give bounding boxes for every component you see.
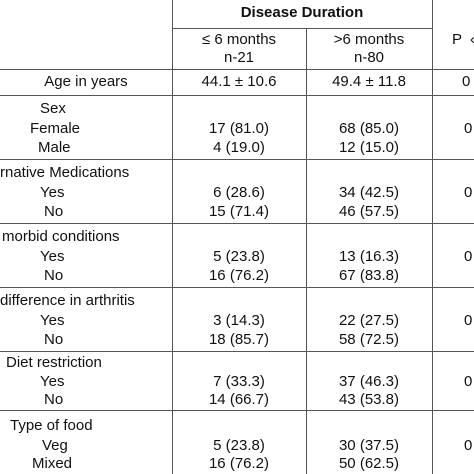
row-label-diff-yes: Yes	[40, 312, 65, 329]
row-divider	[0, 287, 474, 288]
cell-diet-no-le6: 14 (66.7)	[208, 391, 270, 408]
cell-food-p: 0	[464, 437, 473, 454]
column-divider	[306, 28, 307, 474]
row-label-male: Male	[38, 139, 71, 156]
row-label-alt-medications: rnative Medications	[0, 164, 130, 181]
cell-diet-p: 0	[464, 373, 473, 390]
cell-comorbid-no-le6: 16 (76.2)	[208, 267, 270, 284]
row-label-diet-yes: Yes	[40, 373, 65, 390]
cell-altmed-yes-le6: 6 (28.6)	[213, 184, 265, 201]
row-divider	[0, 223, 474, 224]
cell-diff-p: 0	[464, 312, 473, 329]
cell-age-le6: 44.1 ± 10.6	[201, 73, 277, 90]
cell-diff-yes-le6: 3 (14.3)	[213, 312, 265, 329]
cell-diff-no-gt6: 58 (72.5)	[338, 331, 400, 348]
row-label-sex: Sex	[40, 100, 66, 117]
row-divider	[0, 159, 474, 160]
cell-food-mixed-gt6: 50 (62.5)	[338, 455, 400, 472]
cell-comorbid-yes-gt6: 13 (16.3)	[338, 248, 400, 265]
cell-diff-no-le6: 18 (85.7)	[208, 331, 270, 348]
row-label-food-mixed: Mixed	[32, 455, 73, 472]
cell-age-p: 0	[462, 73, 471, 90]
cell-comorbid-yes-le6: 5 (23.8)	[213, 248, 265, 265]
row-divider	[0, 351, 474, 352]
row-divider	[172, 28, 432, 29]
row-label-diet-restriction: Diet restriction	[6, 354, 102, 371]
col-header-le6-months: ≤ 6 months	[201, 31, 277, 48]
cell-altmed-p: 0	[464, 184, 473, 201]
cell-altmed-yes-gt6: 34 (42.5)	[338, 184, 400, 201]
row-label-altmed-yes: Yes	[40, 184, 65, 201]
cell-diet-no-gt6: 43 (53.8)	[338, 391, 400, 408]
cell-altmed-no-le6: 15 (71.4)	[208, 203, 270, 220]
row-label-altmed-no: No	[44, 203, 64, 220]
col-header-le6-n: n-21	[223, 49, 255, 66]
cell-food-veg-le6: 5 (23.8)	[213, 437, 265, 454]
column-divider	[432, 0, 433, 474]
cell-age-gt6: 49.4 ± 11.8	[332, 73, 406, 90]
cell-food-mixed-le6: 16 (76.2)	[208, 455, 270, 472]
cell-altmed-no-gt6: 46 (57.5)	[338, 203, 400, 220]
cell-food-veg-gt6: 30 (37.5)	[338, 437, 400, 454]
disease-duration-header: Disease Duration	[240, 4, 364, 21]
row-divider	[0, 69, 474, 70]
row-label-comorbid: morbid conditions	[2, 228, 120, 245]
cell-male-gt6: 12 (15.0)	[338, 139, 400, 156]
cell-diet-yes-gt6: 37 (46.3)	[338, 373, 400, 390]
cell-sex-p: 0	[464, 120, 473, 137]
cell-diet-yes-le6: 7 (33.3)	[213, 373, 265, 390]
col-header-gt6-months: >6 months	[333, 31, 405, 48]
row-label-diff-no: No	[44, 331, 64, 348]
row-label-comorbid-yes: Yes	[40, 248, 65, 265]
cell-female-gt6: 68 (85.0)	[338, 120, 400, 137]
cell-female-le6: 17 (81.0)	[208, 120, 270, 137]
row-label-age: Age in years	[44, 73, 128, 90]
col-header-p: P	[452, 31, 463, 48]
col-header-p-suffix: ‹	[470, 31, 474, 49]
col-header-gt6-n: n-80	[353, 49, 385, 66]
row-label-female: Female	[30, 120, 81, 137]
row-label-comorbid-no: No	[44, 267, 64, 284]
cell-male-le6: 4 (19.0)	[213, 139, 265, 156]
row-label-diet-no: No	[44, 391, 64, 408]
row-label-food-veg: Veg	[42, 437, 68, 454]
row-label-food-type: Type of food	[10, 417, 93, 434]
row-divider	[0, 95, 474, 96]
row-divider	[0, 410, 474, 411]
cell-diff-yes-gt6: 22 (27.5)	[338, 312, 400, 329]
row-label-arthritis-difference: difference in arthritis	[0, 292, 135, 309]
cell-comorbid-no-gt6: 67 (83.8)	[338, 267, 400, 284]
cell-comorbid-p: 0	[464, 248, 473, 265]
column-divider	[172, 0, 173, 474]
